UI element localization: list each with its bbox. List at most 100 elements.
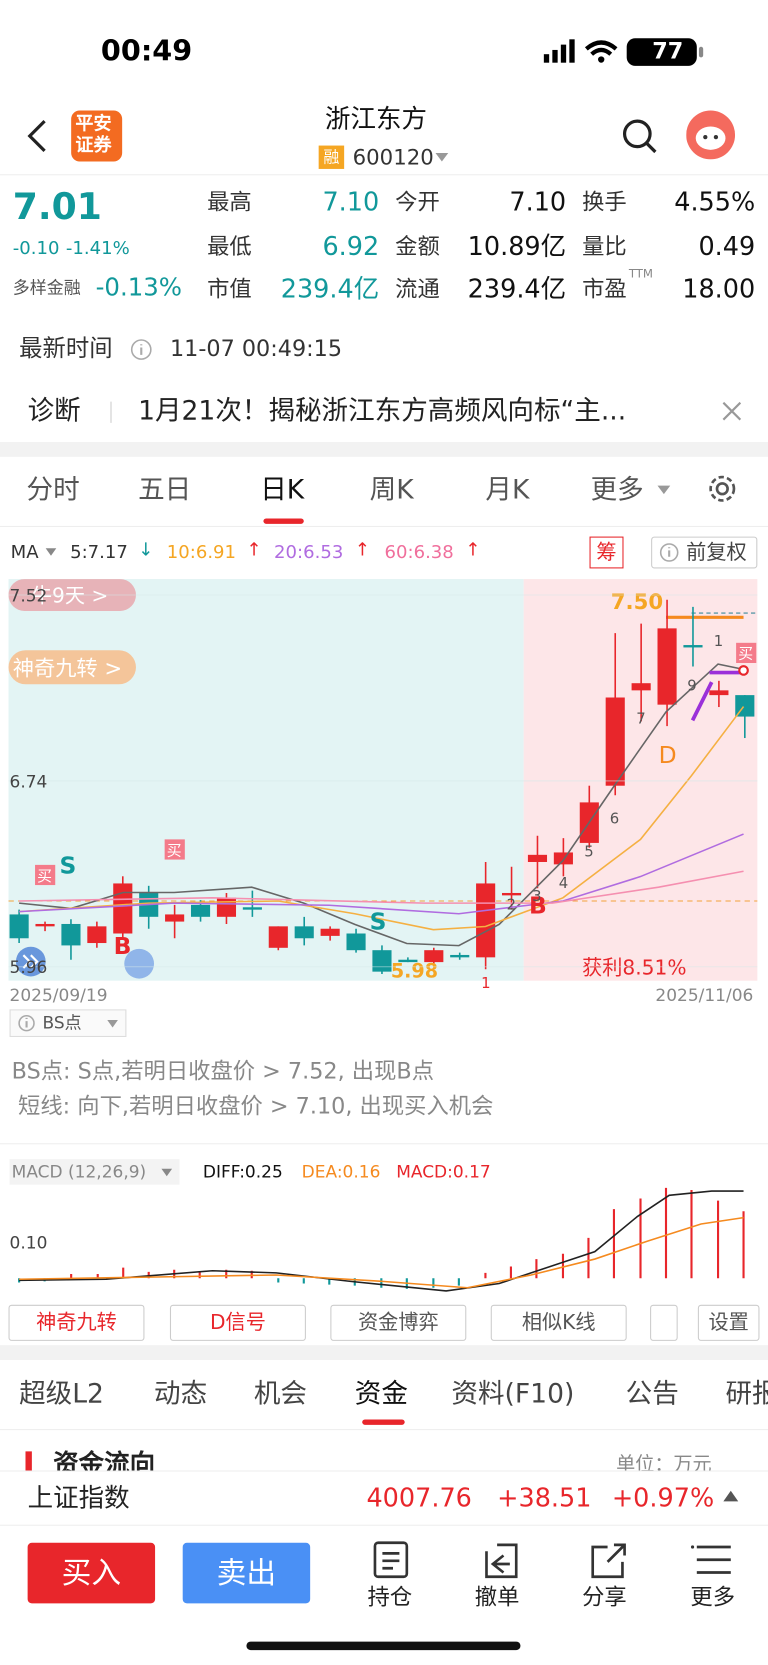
action-label[interactable]: 撤单: [474, 1584, 520, 1610]
settings-icon[interactable]: [705, 472, 739, 506]
period-tab[interactable]: 周K: [369, 473, 414, 505]
tool-button[interactable]: 资金博弈: [330, 1304, 467, 1341]
macd-diff: DIFF:0.25: [202, 1161, 283, 1182]
low-label: 5.98: [391, 959, 438, 982]
info-tab[interactable]: 资金: [354, 1378, 408, 1409]
count-label: 5: [584, 842, 593, 860]
ma10-line: [19, 706, 745, 931]
ma5-line: [19, 663, 744, 947]
ma20: 20:6.53: [274, 541, 344, 564]
price-change: -0.10: [12, 238, 60, 260]
action-label[interactable]: 更多: [690, 1584, 736, 1610]
gap: [0, 1345, 768, 1360]
section-unit: 单位：万元: [616, 1453, 712, 1476]
candles: [9, 599, 755, 975]
adjust-label: 前复权: [686, 540, 747, 565]
broker-logo: 平安 证券: [71, 110, 123, 162]
macd-tick: 0.10: [9, 1232, 48, 1253]
last-price: 7.01: [12, 185, 102, 229]
candle-body: [476, 883, 496, 958]
count-label: 9: [687, 677, 696, 695]
profit-label: 获利8.51%: [582, 955, 686, 979]
s-signal: S: [59, 851, 76, 879]
info-tab[interactable]: 动态: [154, 1378, 208, 1409]
search-icon[interactable]: [620, 117, 658, 155]
gap: [0, 442, 768, 457]
b-signal: B: [114, 932, 132, 960]
action-label[interactable]: 持仓: [367, 1584, 413, 1610]
divider: [0, 1143, 768, 1145]
caret: [107, 1020, 118, 1028]
s-signal: S: [370, 908, 387, 936]
fullscreen-button[interactable]: [124, 948, 155, 979]
sell-button[interactable]: 卖出: [182, 1542, 311, 1604]
tool-button[interactable]: 神奇九转: [8, 1304, 145, 1341]
candle-body: [657, 628, 677, 705]
y-tick-label: 7.52: [10, 586, 48, 606]
ma5: 5:7.17: [70, 541, 128, 564]
tool-button[interactable]: D信号: [169, 1304, 306, 1341]
period-tab[interactable]: 月K: [485, 473, 530, 505]
macd-chart: [18, 1187, 745, 1292]
buy-tag-text: 买: [738, 645, 753, 663]
ma-dropdown[interactable]: [45, 547, 58, 558]
more-dropdown[interactable]: [656, 483, 671, 496]
tool-button[interactable]: 相似K线: [490, 1304, 627, 1341]
index-name: 上证指数: [27, 1483, 130, 1513]
macd-selector[interactable]: MACD (12,26,9): [9, 1159, 180, 1185]
expand-caret: [723, 1490, 739, 1502]
macd-bars-up: [70, 1187, 745, 1279]
close-icon[interactable]: [720, 400, 743, 423]
info-tab[interactable]: 公告: [625, 1378, 679, 1409]
period-tab[interactable]: 日K: [260, 473, 305, 505]
field-value: 6.92: [322, 231, 380, 262]
macd-dea: DEA:0.16: [301, 1161, 381, 1182]
action-icons: [373, 1541, 731, 1579]
info-tab[interactable]: 超级L2: [19, 1378, 104, 1409]
period-tab[interactable]: 更多: [590, 473, 644, 505]
macd-label: MACD (12,26,9): [11, 1161, 147, 1182]
nine-badge-text: 神奇九转 >: [13, 657, 122, 682]
field-label: 市盈: [582, 276, 627, 302]
stock-name: 浙江东方: [325, 104, 428, 134]
candle-body: [9, 914, 29, 939]
tool-button[interactable]: 设置: [697, 1304, 760, 1341]
info-icon[interactable]: [130, 338, 153, 361]
adjust-button[interactable]: 前复权: [651, 536, 758, 569]
buy-tag: [164, 839, 185, 860]
bull-badge-text: 牛9天 >: [32, 583, 108, 607]
buy-tag-text: 买: [167, 841, 182, 859]
code-dropdown[interactable]: [433, 151, 450, 164]
candle-body: [553, 852, 573, 865]
bs-dropdown[interactable]: BS点: [9, 1009, 127, 1037]
candle-body: [294, 926, 314, 939]
action-label[interactable]: 分享: [582, 1584, 627, 1610]
field-value: 239.4亿: [280, 274, 380, 304]
candle-body: [268, 926, 288, 948]
field-value: 7.10: [322, 187, 380, 217]
index-change: +38.51: [497, 1483, 592, 1513]
candle-body: [398, 959, 418, 963]
period-tab[interactable]: 五日: [138, 473, 192, 505]
info-tab[interactable]: 资料(F10): [451, 1378, 575, 1409]
nine-badge[interactable]: [8, 650, 136, 685]
caret: [161, 1168, 173, 1177]
buy-button[interactable]: 买入: [27, 1542, 156, 1604]
ma-arrow-up: ↑: [246, 539, 262, 561]
back-button[interactable]: [21, 117, 53, 155]
diagnosis-text[interactable]: 1月21次！揭秘浙江东方高频风向标“主...: [138, 395, 627, 427]
avatar[interactable]: [686, 110, 736, 160]
field-value: 18.00: [682, 274, 756, 304]
info-tab[interactable]: 研报: [725, 1378, 768, 1409]
battery-level: 77: [652, 38, 684, 64]
ma-arrow-up: ↑: [465, 539, 481, 561]
info-tab[interactable]: 机会: [253, 1378, 307, 1409]
chip-button[interactable]: 筹: [589, 536, 624, 569]
home-indicator: [246, 1641, 521, 1651]
field-value: 239.4亿: [467, 274, 567, 304]
period-tab[interactable]: 分时: [26, 473, 80, 505]
index-bar[interactable]: 上证指数 4007.76 +38.51 +0.97%: [0, 1470, 768, 1526]
candle-body: [61, 923, 81, 946]
field-label: 换手: [582, 189, 627, 215]
